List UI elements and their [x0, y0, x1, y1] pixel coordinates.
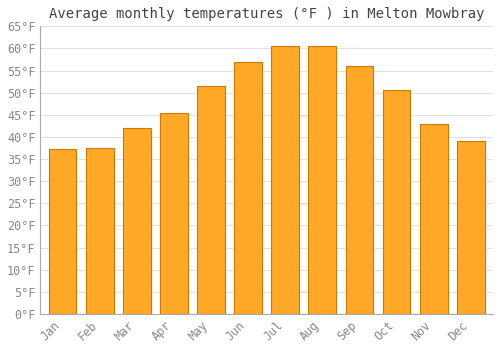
Bar [160, 113, 188, 314]
Bar [197, 86, 225, 314]
Bar [86, 148, 114, 314]
Bar [48, 149, 76, 314]
Bar [308, 46, 336, 314]
Bar [272, 46, 299, 314]
Bar [346, 66, 374, 314]
Bar [420, 124, 448, 314]
Bar [123, 128, 150, 314]
Bar [234, 62, 262, 314]
Title: Average monthly temperatures (°F ) in Melton Mowbray: Average monthly temperatures (°F ) in Me… [49, 7, 484, 21]
Bar [382, 90, 410, 314]
Bar [457, 141, 484, 314]
